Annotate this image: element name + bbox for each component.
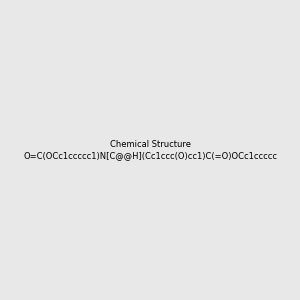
Text: Chemical Structure
O=C(OCc1ccccc1)N[C@@H](Cc1ccc(O)cc1)C(=O)OCc1ccccc: Chemical Structure O=C(OCc1ccccc1)N[C@@H…	[23, 140, 277, 160]
